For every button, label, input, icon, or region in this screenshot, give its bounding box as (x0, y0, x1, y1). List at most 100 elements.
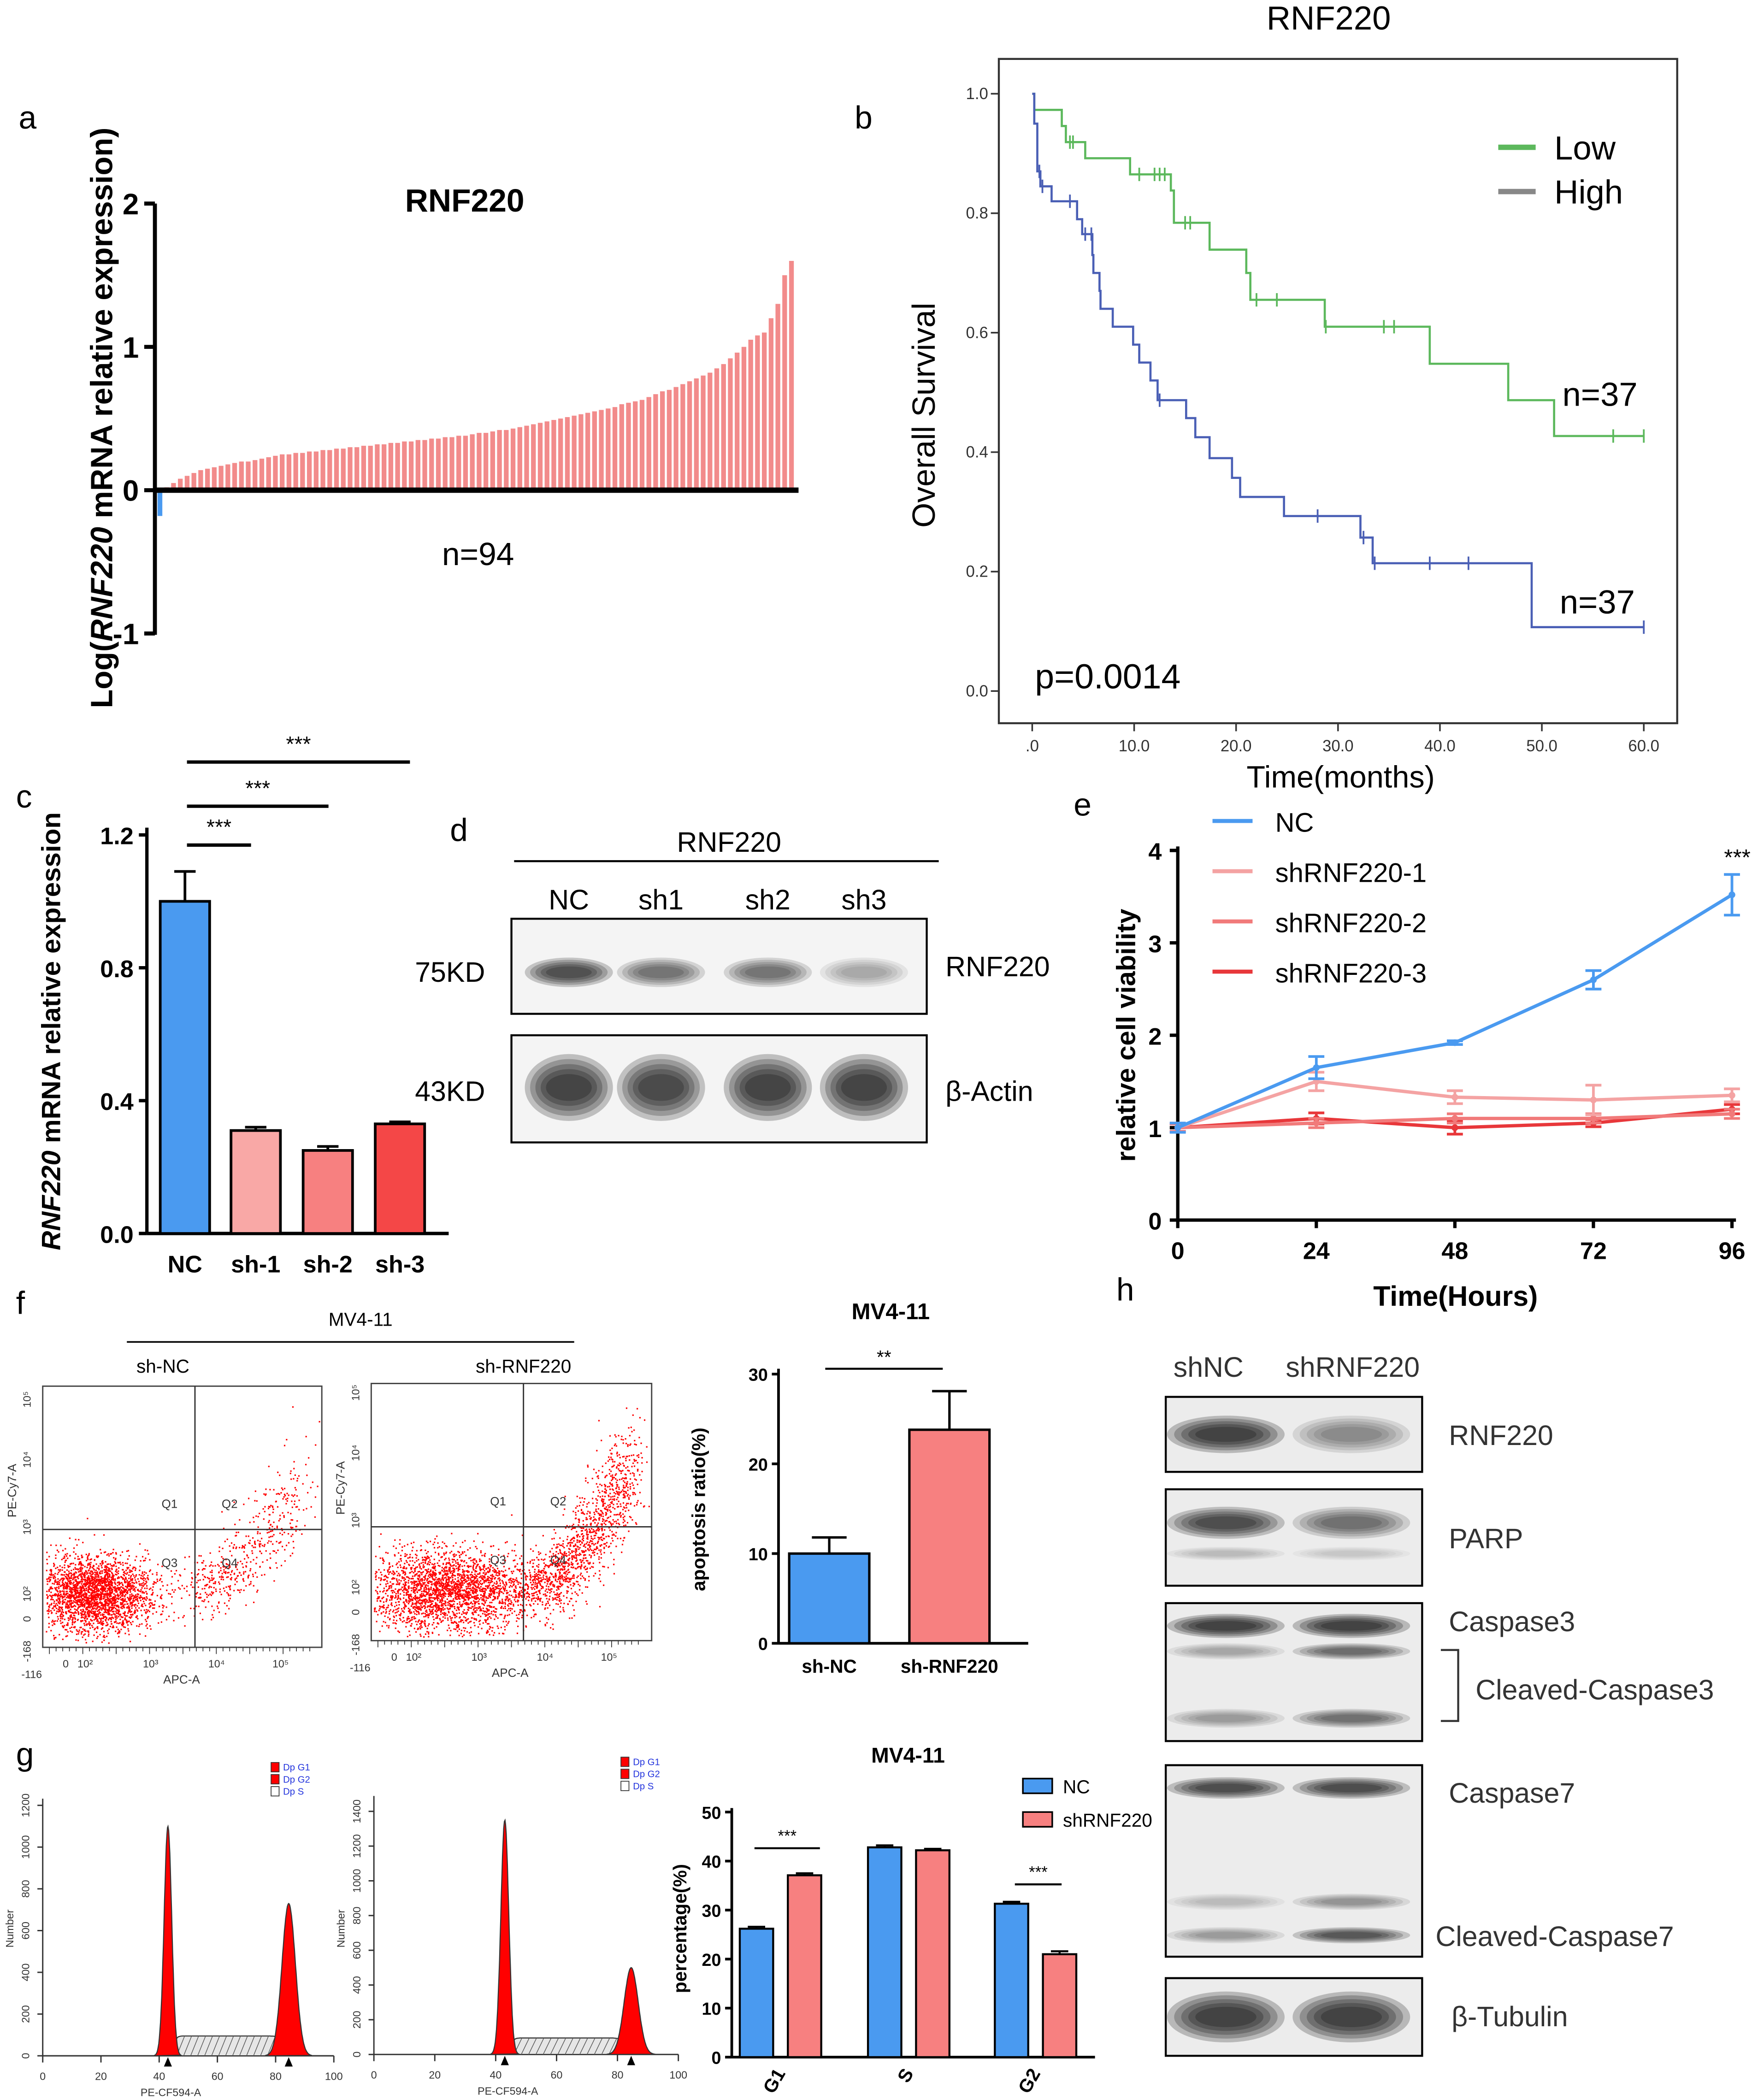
cell-event (294, 1500, 296, 1502)
cell-event (424, 1622, 425, 1624)
cell-event (146, 1611, 148, 1613)
cell-event (61, 1608, 63, 1610)
cell-event (66, 1577, 68, 1579)
cell-event (219, 1588, 221, 1590)
cell-event (405, 1599, 407, 1600)
cell-event (248, 1542, 250, 1544)
cell-event (165, 1606, 167, 1608)
cell-event (442, 1605, 444, 1607)
cell-event (230, 1585, 231, 1587)
chart-title: RNF220 (405, 183, 525, 218)
bar (721, 364, 726, 490)
cell-event (129, 1600, 131, 1602)
cell-event (78, 1601, 81, 1603)
cell-event (77, 1604, 79, 1605)
cell-event (86, 1606, 88, 1608)
cell-event (437, 1623, 440, 1625)
cell-event (534, 1571, 536, 1573)
cell-event (100, 1601, 101, 1603)
cell-event (59, 1596, 61, 1598)
cell-event (222, 1565, 224, 1568)
cell-event (75, 1580, 77, 1582)
cell-event (117, 1585, 118, 1587)
cell-event (94, 1607, 96, 1609)
cell-event (48, 1581, 50, 1582)
cell-event (479, 1558, 481, 1560)
cell-event (106, 1592, 108, 1594)
cell-event (245, 1535, 247, 1537)
cell-event (74, 1601, 76, 1603)
cell-event (156, 1572, 158, 1574)
cell-event (207, 1601, 209, 1603)
bar (728, 358, 733, 490)
cell-event (191, 1577, 193, 1579)
cell-event (112, 1625, 114, 1627)
cell-event (114, 1603, 116, 1604)
cell-event (198, 1597, 200, 1599)
cell-event (117, 1610, 118, 1611)
panel-label-c: c (16, 779, 32, 814)
cell-event (90, 1558, 92, 1560)
cell-event (461, 1587, 463, 1589)
bar (565, 417, 570, 490)
cell-event (224, 1567, 227, 1569)
cell-event (493, 1634, 495, 1636)
cell-event (452, 1554, 454, 1556)
cell-event (473, 1581, 476, 1583)
cell-event (285, 1498, 287, 1500)
cell-event (398, 1584, 400, 1586)
legend-label: High (1554, 174, 1623, 211)
cell-event (106, 1584, 107, 1586)
cell-event (513, 1570, 514, 1572)
cell-event (475, 1567, 477, 1569)
cell-event (421, 1613, 423, 1615)
cell-event (113, 1613, 115, 1615)
cell-event (442, 1587, 443, 1589)
cell-event (63, 1588, 65, 1590)
cell-event (49, 1587, 51, 1588)
cell-event (50, 1587, 52, 1589)
cell-event (397, 1597, 399, 1599)
cell-event (458, 1581, 460, 1583)
cell-event (458, 1621, 460, 1623)
cell-event (431, 1563, 433, 1565)
cell-event (128, 1605, 130, 1607)
cell-event (127, 1612, 129, 1614)
cell-event (437, 1610, 438, 1612)
cell-event (257, 1531, 259, 1533)
cell-event (124, 1596, 126, 1598)
cell-event (146, 1587, 148, 1589)
cell-event (423, 1590, 425, 1592)
cell-event (144, 1587, 146, 1589)
cell-event (94, 1596, 96, 1598)
cell-event (446, 1562, 448, 1564)
cell-event (99, 1617, 100, 1619)
cell-event (55, 1545, 57, 1546)
cell-event (432, 1570, 434, 1572)
cell-event (391, 1597, 393, 1599)
cell-event (443, 1571, 445, 1573)
cell-event (87, 1612, 88, 1615)
cell-event (98, 1575, 100, 1577)
cell-event (85, 1587, 87, 1590)
cell-event (55, 1603, 57, 1604)
cell-event (125, 1621, 128, 1623)
cell-event (89, 1583, 91, 1585)
cell-event (100, 1612, 101, 1614)
cell-event (112, 1606, 114, 1608)
cell-event (428, 1557, 430, 1559)
cell-event (88, 1631, 89, 1633)
cell-event (403, 1597, 405, 1599)
cell-event (78, 1604, 80, 1606)
cell-event (58, 1551, 59, 1553)
legend-label: shRNF220-1 (1275, 858, 1427, 888)
cell-event (482, 1607, 484, 1609)
cell-event (69, 1591, 71, 1593)
y-axis-label-part: mRNA relative expression) (85, 128, 119, 527)
cell-event (495, 1570, 497, 1573)
cell-event (75, 1587, 77, 1589)
cell-event (149, 1569, 151, 1571)
cell-event (98, 1590, 100, 1593)
bar-sh-1 (230, 1129, 282, 1235)
cell-event (81, 1556, 83, 1558)
